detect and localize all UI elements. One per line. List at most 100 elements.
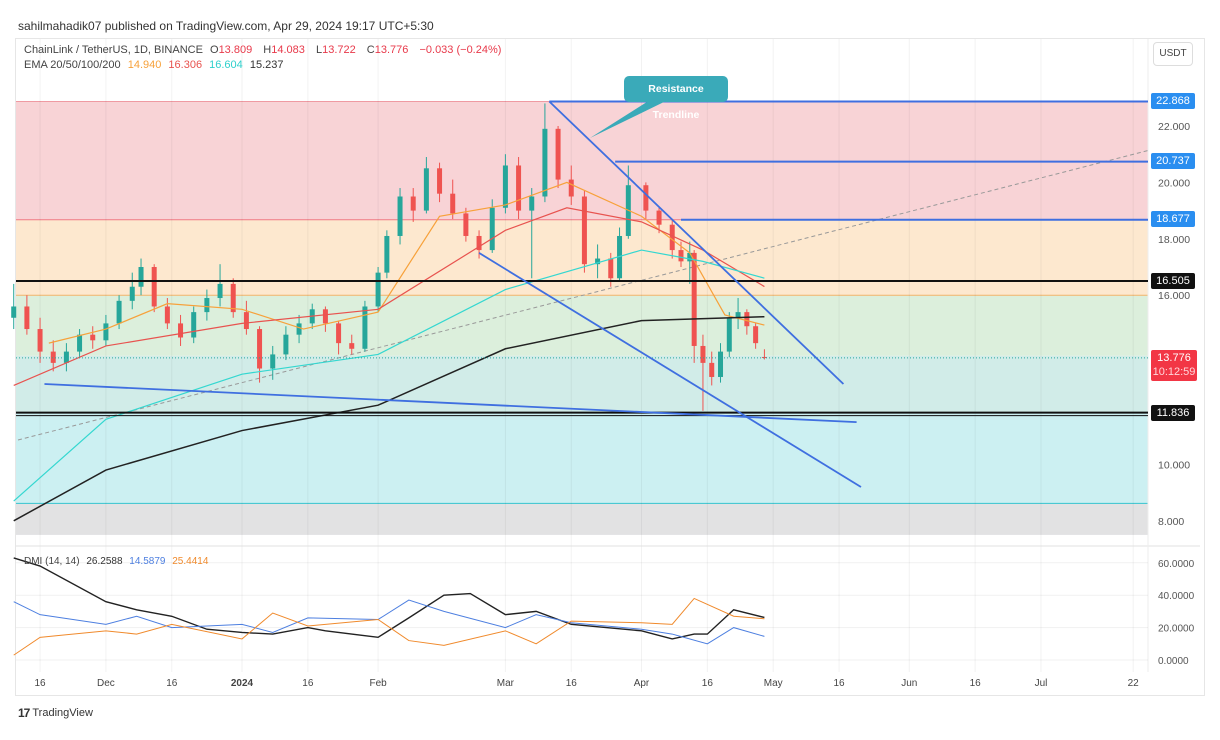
candle-body xyxy=(450,193,456,214)
time-axis-tick: Dec xyxy=(97,678,115,689)
fib-band xyxy=(16,355,1148,413)
ema200-value: 15.237 xyxy=(249,59,284,71)
candle-body xyxy=(410,196,416,211)
candle-body xyxy=(178,323,184,338)
trendline xyxy=(478,252,862,488)
ema20-value: 14.940 xyxy=(127,59,162,71)
trendline xyxy=(548,100,845,385)
time-axis-tick: 16 xyxy=(702,678,714,689)
candle-body xyxy=(151,267,157,307)
time-axis-tick: 16 xyxy=(166,678,178,689)
candle-body xyxy=(718,351,724,377)
candle-body xyxy=(90,334,96,341)
change-value: −0.033 (−0.24%) xyxy=(419,44,502,56)
candle-body xyxy=(129,286,135,301)
candle-body xyxy=(595,258,601,265)
price-tag-18677: 18.677 xyxy=(1151,211,1195,227)
close-label: C xyxy=(366,44,375,56)
candle-body xyxy=(230,283,236,313)
currency-button[interactable]: USDT xyxy=(1153,42,1193,66)
price-axis-tick: 8.000 xyxy=(1158,516,1184,528)
candle-body xyxy=(678,250,684,262)
candle-body xyxy=(744,312,750,327)
price-axis-tick: 10.000 xyxy=(1158,459,1190,471)
price-axis-tick: 16.000 xyxy=(1158,290,1190,302)
dmi-axis-tick: 60.0000 xyxy=(1158,559,1195,570)
candle-body xyxy=(375,272,381,307)
candle-body xyxy=(656,210,662,225)
callout-pointer xyxy=(590,100,668,138)
high-label: H xyxy=(263,44,272,56)
time-axis-tick: 16 xyxy=(566,678,578,689)
candle-body xyxy=(103,323,109,341)
dmi-adx-line xyxy=(13,557,765,640)
price-axis-tick: 18.000 xyxy=(1158,234,1190,246)
ema-label: EMA 20/50/100/200 xyxy=(24,59,121,71)
candle-body xyxy=(50,351,56,363)
candle-body xyxy=(691,252,697,346)
candle-body xyxy=(217,283,223,299)
chart-frame xyxy=(15,38,1205,696)
price-axis-tick: 22.000 xyxy=(1158,121,1190,133)
tradingview-logo[interactable]: 17 TradingView xyxy=(18,706,93,720)
candle-body xyxy=(568,179,574,197)
candle-body xyxy=(423,168,429,211)
candle-body xyxy=(116,300,122,324)
price-tag-11836: 11.836 xyxy=(1151,405,1195,421)
candle-body xyxy=(529,196,535,211)
symbol-name[interactable]: ChainLink / TetherUS, 1D, BINANCE xyxy=(24,44,203,56)
candle-body xyxy=(700,345,706,363)
price-tag-16505: 16.505 xyxy=(1151,273,1195,289)
price-axis-tick: 20.000 xyxy=(1158,177,1190,189)
time-axis-tick: 16 xyxy=(302,678,314,689)
candle-body xyxy=(336,323,342,344)
tv-logo-icon: 17 xyxy=(18,706,30,720)
dmi-axis-tick: 0.0000 xyxy=(1158,656,1189,667)
candle-body xyxy=(542,128,548,197)
candle-body xyxy=(11,306,17,318)
open-label: O xyxy=(210,44,219,56)
bar-countdown: 10:12:59 xyxy=(1152,366,1196,378)
trendline xyxy=(44,383,857,423)
time-axis-tick: Mar xyxy=(497,678,515,689)
resistance-trendline-callout[interactable]: Resistance Trendline xyxy=(624,76,728,121)
ema50-line xyxy=(13,207,765,386)
ema100-value: 16.604 xyxy=(209,59,243,71)
candle-body xyxy=(257,329,263,369)
ema-legend[interactable]: EMA 20/50/100/200 14.940 16.306 16.604 1… xyxy=(24,59,288,71)
candle-body xyxy=(204,298,210,313)
dmi-legend[interactable]: DMI (14, 14) 26.2588 14.5879 25.4414 xyxy=(24,556,212,567)
fib-band xyxy=(16,412,1148,504)
candle-body xyxy=(362,306,368,349)
time-axis-tick: 2024 xyxy=(231,678,254,689)
fib-band xyxy=(16,503,1148,535)
low-value: 13.722 xyxy=(322,44,356,56)
ema200-line xyxy=(13,315,765,522)
footer-brand: TradingView xyxy=(32,707,93,719)
candle-body xyxy=(164,306,170,324)
candle-body xyxy=(555,128,561,180)
last-price-tag: 13.776 10:12:59 xyxy=(1151,350,1197,381)
candle-body xyxy=(384,235,390,273)
symbol-legend: ChainLink / TetherUS, 1D, BINANCE O13.80… xyxy=(24,44,505,56)
time-axis-tick: 16 xyxy=(833,678,845,689)
candle-body xyxy=(37,329,43,352)
dmi-label: DMI (14, 14) xyxy=(24,556,80,567)
candle-body xyxy=(761,356,767,358)
candle-body xyxy=(63,351,69,363)
candle-body xyxy=(516,165,522,211)
publisher-line: sahilmahadik07 published on TradingView.… xyxy=(18,19,434,33)
candle-body xyxy=(735,312,741,318)
candle-body xyxy=(243,312,249,330)
candle-body xyxy=(397,196,403,236)
last-price: 13.776 xyxy=(1157,352,1191,364)
price-tag-22868: 22.868 xyxy=(1151,93,1195,109)
candle-body xyxy=(502,165,508,208)
time-axis-tick: 16 xyxy=(34,678,46,689)
candle-body xyxy=(322,309,328,324)
fib-band xyxy=(16,295,1148,356)
candle-body xyxy=(489,207,495,251)
price-tag-20737: 20.737 xyxy=(1151,153,1195,169)
